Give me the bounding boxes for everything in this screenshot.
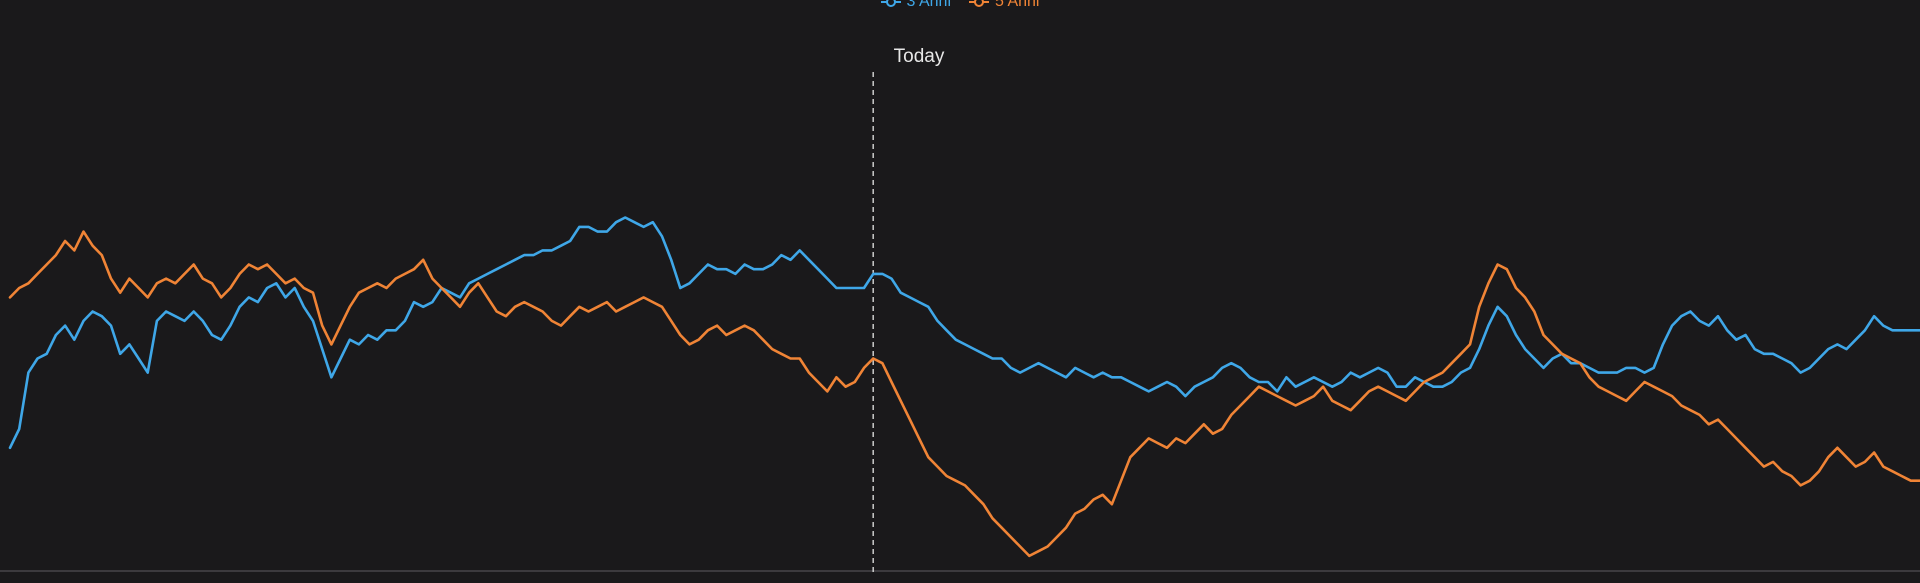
legend-item-3-anni[interactable]: 3 Anni <box>880 0 951 11</box>
line-marker-icon <box>969 0 989 8</box>
series-line-5-anni[interactable] <box>8 230 1920 558</box>
legend-label: 3 Anni <box>906 0 951 10</box>
today-marker-label: Today <box>893 46 945 67</box>
series-line-3-anni[interactable] <box>8 216 1920 450</box>
legend-item-5-anni[interactable]: 5 Anni <box>969 0 1039 11</box>
legend-label: 5 Anni <box>995 0 1040 10</box>
chart-legend: 3 Anni 5 Anni <box>0 0 1920 11</box>
line-marker-icon <box>880 0 901 8</box>
